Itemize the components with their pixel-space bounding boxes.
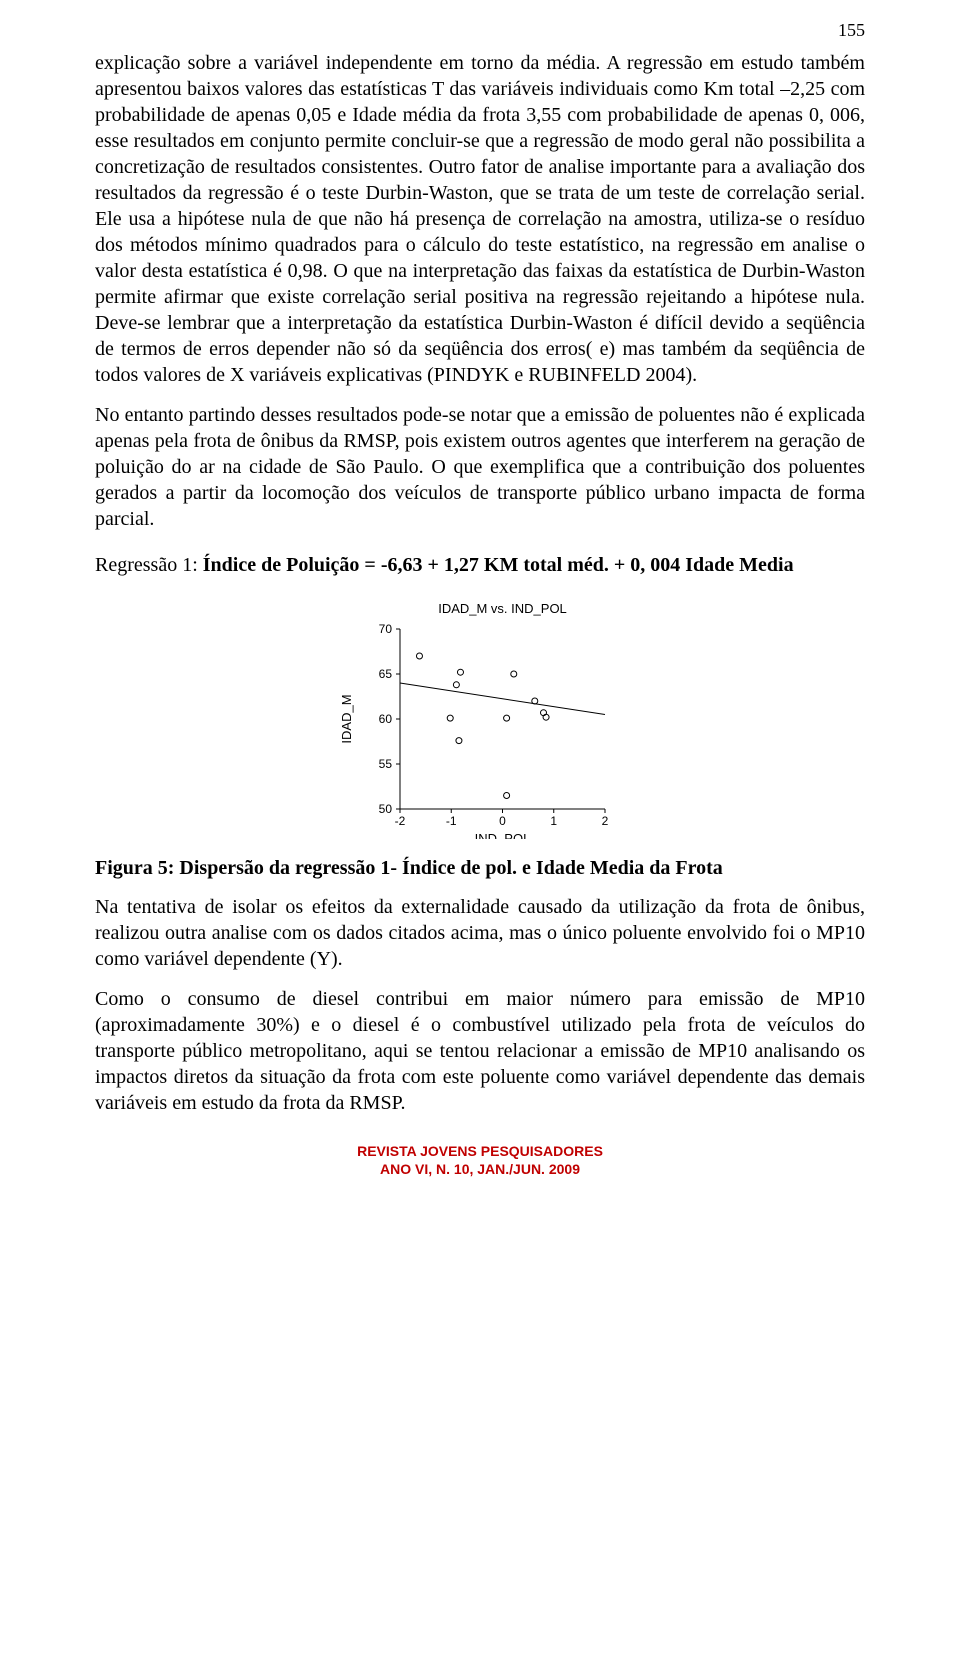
svg-text:70: 70 — [379, 622, 393, 636]
regression-prefix: Regressão 1: — [95, 554, 203, 576]
body-paragraph-3: Na tentativa de isolar os efeitos da ext… — [95, 894, 865, 972]
svg-text:IDAD_M vs. IND_POL: IDAD_M vs. IND_POL — [438, 601, 567, 616]
regression-equation: Regressão 1: Índice de Poluição = -6,63 … — [95, 554, 865, 577]
scatter-svg: IDAD_M vs. IND_POL 50 55 60 65 70 -2 -1 0 1 2 IDAD_… — [335, 599, 625, 839]
footer-line-2: ANO VI, N. 10, JAN./JUN. 2009 — [95, 1160, 865, 1178]
svg-text:2: 2 — [602, 814, 609, 828]
svg-text:0: 0 — [499, 814, 506, 828]
svg-text:IDAD_M: IDAD_M — [339, 694, 354, 743]
regression-formula: Índice de Poluição = -6,63 + 1,27 KM tot… — [203, 554, 794, 576]
svg-text:IND_POL: IND_POL — [475, 831, 531, 839]
svg-text:50: 50 — [379, 802, 393, 816]
scatter-chart: IDAD_M vs. IND_POL 50 55 60 65 70 -2 -1 0 1 2 IDAD_… — [95, 599, 865, 839]
svg-text:60: 60 — [379, 712, 393, 726]
svg-text:65: 65 — [379, 667, 393, 681]
page-number: 155 — [838, 20, 865, 41]
svg-text:-1: -1 — [446, 814, 457, 828]
body-paragraph-2: No entanto partindo desses resultados po… — [95, 402, 865, 532]
footer-line-1: REVISTA JOVENS PESQUISADORES — [95, 1142, 865, 1160]
svg-text:-2: -2 — [395, 814, 406, 828]
body-paragraph-4: Como o consumo de diesel contribui em ma… — [95, 986, 865, 1116]
svg-text:55: 55 — [379, 757, 393, 771]
figure-caption: Figura 5: Dispersão da regressão 1- Índi… — [95, 857, 865, 880]
body-paragraph-1: explicação sobre a variável independente… — [95, 50, 865, 388]
footer: REVISTA JOVENS PESQUISADORES ANO VI, N. … — [95, 1142, 865, 1178]
svg-text:1: 1 — [550, 814, 557, 828]
